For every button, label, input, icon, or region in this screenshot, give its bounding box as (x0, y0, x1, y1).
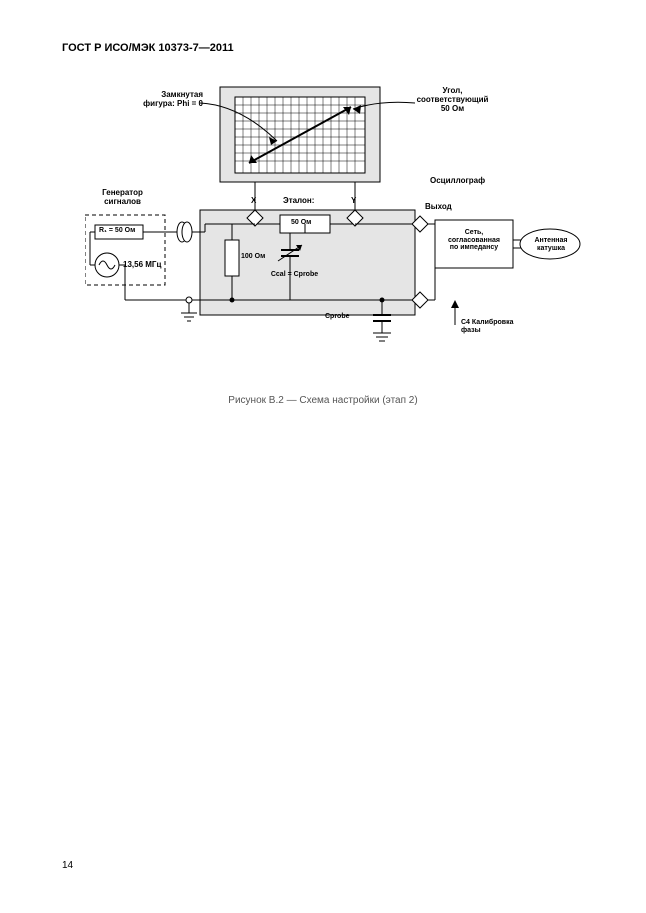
label-antenna: Антеннаякатушка (527, 237, 575, 252)
label-angle: Угол,соответствующий50 Ом (410, 87, 495, 113)
label-100ohm: 100 Ом (241, 253, 265, 261)
label-phase: С4 Калибровкафазы (461, 319, 541, 334)
page-number: 14 (62, 860, 73, 871)
document-header: ГОСТ Р ИСО/МЭК 10373-7—2011 (62, 42, 234, 54)
label-x: X (251, 197, 256, 206)
label-r1: R₁ = 50 Ом (99, 227, 135, 235)
label-closed-figure: Замкнутаяфигура: Phi = 0 (133, 91, 203, 109)
label-oscilloscope: Осциллограф (430, 177, 485, 186)
label-freq: 13,56 МГц (123, 261, 161, 270)
label-etalon: Эталон: (283, 197, 314, 206)
circuit-diagram: Замкнутаяфигура: Phi = 0 Угол,соответств… (85, 85, 585, 375)
figure-caption: Рисунок В.2 — Схема настройки (этап 2) (0, 395, 646, 406)
label-y: Y (351, 197, 356, 206)
label-network: Сеть,согласованнаяпо импедансу (437, 229, 511, 252)
label-output: Выход (425, 203, 452, 212)
label-ccal: Cсal = Cprobe (267, 271, 322, 279)
label-cprobe: Cprobe (325, 313, 350, 321)
label-generator: Генераторсигналов (90, 189, 155, 207)
label-50ohm: 50 Ом (291, 219, 311, 227)
